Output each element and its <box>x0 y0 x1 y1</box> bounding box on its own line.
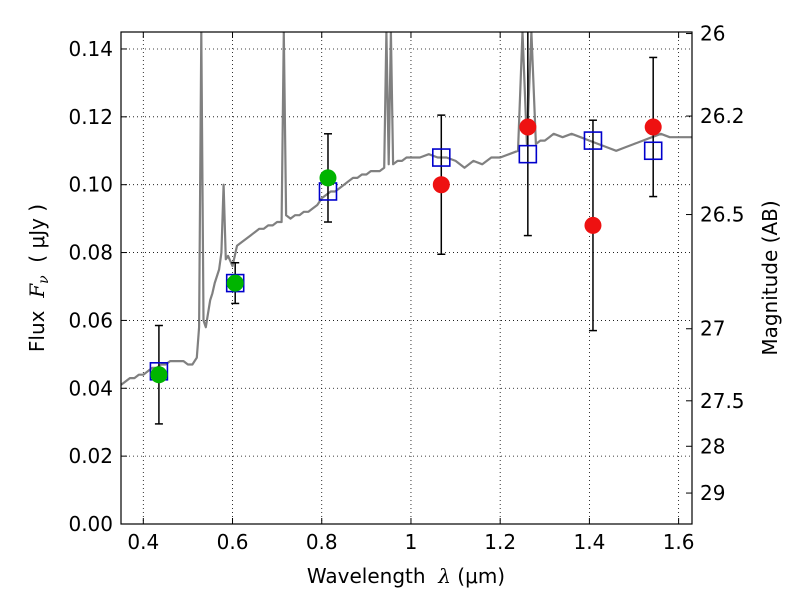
y-axis-label-sub: ν <box>36 275 52 284</box>
y-tick-label: 0.14 <box>68 37 113 61</box>
x-tick-label: 1.4 <box>573 530 605 554</box>
right-tick-label: 27.5 <box>700 389 745 413</box>
y-axis-label-symbol: F <box>25 283 49 299</box>
right-tick-label: 27 <box>700 317 725 341</box>
right-tick-label: 26.5 <box>700 203 745 227</box>
y-tick-label: 0.04 <box>68 376 113 400</box>
model-square-marker <box>518 144 538 164</box>
y-tick-label: 0.10 <box>68 173 113 197</box>
template-line <box>121 32 692 386</box>
model-square-marker <box>431 148 451 167</box>
y-axis-ticks: 0.00 0.02 0.04 0.06 0.08 0.10 0.12 0.14 <box>68 37 127 536</box>
y-tick-label: 0.08 <box>68 241 113 265</box>
green-data-point <box>226 274 244 292</box>
x-tick-label: 1.6 <box>663 530 695 554</box>
green-data-point <box>319 169 337 187</box>
x-tick-label: 0.8 <box>306 530 338 554</box>
observed-points <box>150 118 662 384</box>
green-data-point <box>150 366 168 384</box>
right-axis-label: Magnitude (AB) <box>758 200 782 355</box>
right-tick-label: 28 <box>700 434 725 458</box>
x-tick-label: 0.6 <box>217 530 249 554</box>
template-spectrum <box>121 32 692 386</box>
red-data-point <box>432 176 450 194</box>
x-tick-label: 1 <box>405 530 418 554</box>
right-tick-label: 26 <box>700 22 725 46</box>
x-tick-label: 0.4 <box>127 530 159 554</box>
right-tick-label: 26.2 <box>700 104 745 128</box>
y-axis-label: Flux Fν ( μJy ) <box>25 204 52 352</box>
model-square-marker <box>643 141 663 161</box>
x-axis-label: Wavelength λ (μm) <box>307 564 505 588</box>
red-data-point <box>584 216 602 234</box>
y-tick-label: 0.00 <box>68 512 113 536</box>
right-axis-ticks: 26 26.2 26.5 27 27.5 28 29 <box>686 22 745 505</box>
y-tick-label: 0.02 <box>68 444 113 468</box>
x-tick-label: 1.2 <box>484 530 516 554</box>
plot-area <box>121 32 692 524</box>
x-axis-label-prefix: Wavelength <box>307 564 438 588</box>
x-axis-label-suffix: (μm) <box>451 564 505 588</box>
y-axis-label-prefix: Flux <box>25 298 49 352</box>
model-square-marker <box>583 131 603 150</box>
red-data-point <box>519 118 537 136</box>
red-data-point <box>644 118 662 136</box>
plot-frame <box>120 31 693 525</box>
right-tick-label: 29 <box>700 481 725 505</box>
y-axis-label-suffix: ( μJy ) <box>25 204 49 276</box>
x-axis-label-symbol: λ <box>437 564 451 588</box>
y-tick-label: 0.12 <box>68 105 113 129</box>
x-axis-ticks: 0.4 0.6 0.8 1 1.2 1.4 1.6 <box>127 32 695 554</box>
y-tick-label: 0.06 <box>68 308 113 332</box>
